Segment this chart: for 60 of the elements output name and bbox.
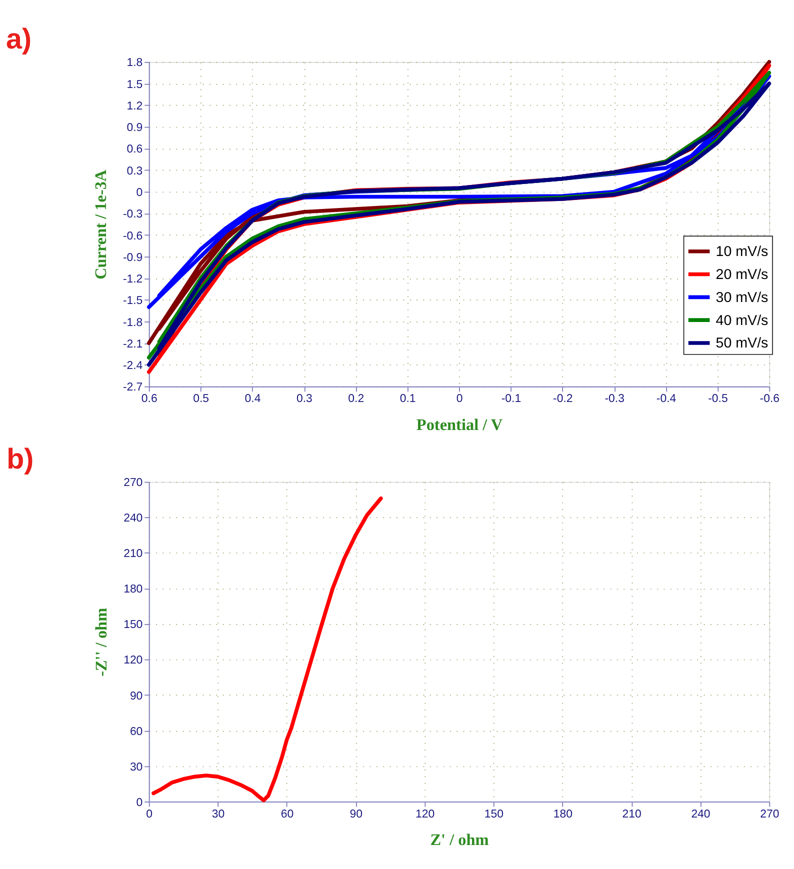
y-tick-label: -1.8: [122, 316, 143, 329]
x-tick-label: -0.1: [501, 393, 522, 406]
y-tick-label: -0.6: [122, 230, 143, 242]
x-tick-label: -0.2: [553, 393, 573, 406]
x-tick-label: 0.2: [348, 393, 364, 406]
line-series: [152, 496, 383, 802]
y-tick-label: 210: [124, 548, 143, 560]
x-tick-label: 150: [484, 808, 504, 820]
y-tick-label: -1.2: [122, 274, 143, 286]
y-tick-label: 90: [130, 690, 143, 702]
legend-label: 50 mV/s: [716, 336, 768, 352]
legend-label: 20 mV/s: [716, 267, 768, 284]
x-axis-title: Z' / ohm: [430, 830, 490, 849]
y-tick-label: 60: [130, 726, 143, 738]
y-tick-label: 270: [124, 477, 143, 490]
x-tick-label: 270: [760, 808, 780, 820]
y-axis-title: Current / 1e-3A: [92, 170, 110, 280]
y-tick-label: 180: [124, 584, 143, 596]
x-tick-label: 210: [622, 808, 642, 820]
x-tick-label: 90: [350, 808, 362, 820]
legend-label: 10 mV/s: [716, 244, 768, 260]
y-tick-label: 0.6: [126, 144, 143, 156]
y-tick-label: 1.8: [126, 57, 143, 70]
legend-label: 30 mV/s: [716, 290, 768, 306]
y-tick-label: 150: [124, 619, 143, 632]
text: a): [6, 24, 32, 56]
y-tick-label: 0: [136, 796, 143, 809]
x-tick-label: 240: [691, 808, 710, 820]
x-tick-label: -0.3: [604, 393, 624, 406]
y-tick-label: 30: [130, 761, 143, 774]
text: b): [6, 443, 34, 476]
x-axis-title: Potential / V: [416, 416, 503, 434]
x-tick-label: 30: [212, 808, 225, 820]
x-tick-label: 0.3: [296, 393, 312, 406]
y-tick-label: 120: [124, 654, 143, 667]
x-tick-label: 0.5: [193, 393, 209, 406]
y-tick-label: 0.9: [126, 122, 143, 134]
x-tick-label: 60: [280, 808, 294, 820]
y-tick-label: 0: [136, 187, 143, 200]
y-axis-title: -Z'' / ohm: [92, 607, 110, 676]
y-tick-label: -2.4: [122, 360, 144, 372]
y-tick-label: -2.1: [122, 338, 143, 350]
y-tick-label: 1.5: [126, 78, 143, 91]
y-tick-label: 1.2: [126, 100, 143, 112]
x-tick-label: -0.6: [760, 393, 780, 406]
x-tick-label: 0: [146, 808, 153, 820]
y-tick-label: -1.5: [122, 295, 143, 308]
x-tick-label: -0.4: [656, 393, 677, 406]
x-tick-label: 0.1: [400, 393, 416, 406]
legend-label: 40 mV/s: [716, 312, 768, 329]
x-tick-label: 120: [416, 808, 435, 820]
x-tick-label: 0: [456, 393, 463, 406]
x-tick-label: -0.5: [708, 393, 728, 406]
x-tick-label: 180: [553, 808, 572, 820]
y-tick-label: 0.3: [126, 165, 143, 178]
y-tick-label: 240: [124, 512, 143, 525]
y-tick-label: -0.3: [122, 208, 143, 221]
y-tick-label: -2.7: [122, 382, 143, 394]
x-tick-label: 0.4: [244, 393, 262, 406]
y-tick-label: -0.9: [122, 252, 143, 264]
